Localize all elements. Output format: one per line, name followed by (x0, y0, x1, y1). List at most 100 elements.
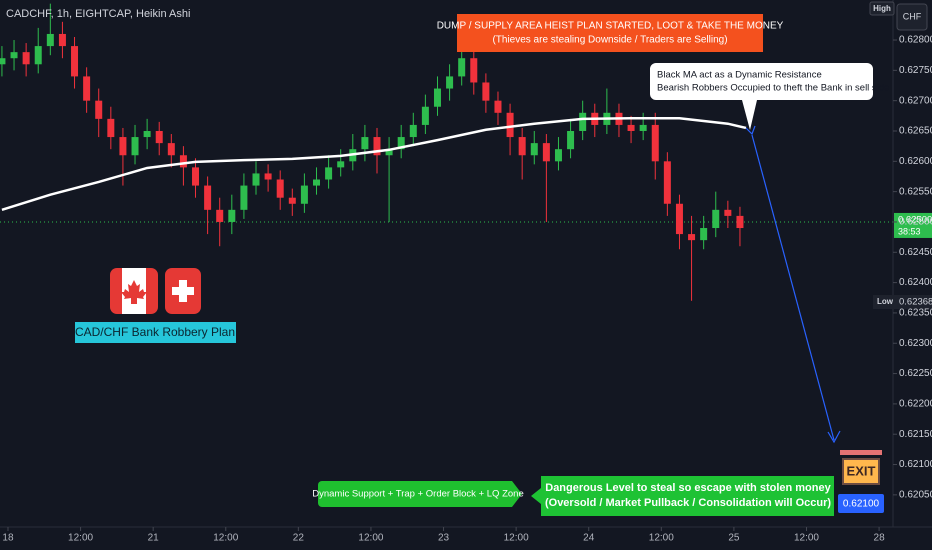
x-tick-label: 18 (2, 533, 14, 544)
candle-body (119, 137, 127, 156)
y-tick-label: 0.62400 (899, 277, 932, 288)
candle-body (482, 82, 490, 101)
chart-title: CADCHF, 1h, EIGHTCAP, Heikin Ashi (6, 8, 190, 20)
x-tick-label: 12:00 (504, 533, 529, 544)
x-tick-label: 28 (874, 533, 886, 544)
plan-label-box (75, 322, 236, 343)
candle-body (143, 130, 151, 138)
ma-note-text: Black MA act as a Dynamic Resistance (657, 70, 822, 81)
support-zone-box (318, 481, 522, 507)
candle-body (155, 130, 163, 144)
candle-body (167, 143, 175, 156)
candle-body (712, 209, 720, 229)
low-price-label: 0.62368 (899, 297, 932, 308)
danger-box (531, 476, 834, 516)
swiss-cross-h (172, 287, 194, 295)
supply-box (457, 14, 763, 52)
candle-body (204, 185, 212, 210)
high-tag: High (873, 4, 891, 13)
y-tick-label: 0.62050 (899, 489, 932, 500)
last-price-box (894, 212, 932, 238)
candle-body (494, 100, 502, 113)
supply-text: DUMP / SUPPLY AREA HEIST PLAN STARTED, L… (437, 21, 784, 32)
candle-body (700, 228, 708, 241)
currency: CHF (903, 11, 922, 21)
exit-sign (842, 458, 880, 485)
candle-body (397, 137, 405, 150)
y-tick-label: 0.62800 (899, 35, 932, 46)
candle-body (675, 203, 683, 235)
plot-area (0, 3, 893, 301)
candle-body (325, 167, 333, 180)
exit-price-box (838, 494, 884, 513)
candle-body (95, 100, 103, 119)
x-tick-label: 12:00 (794, 533, 819, 544)
candle-body (639, 124, 647, 131)
candle-body (446, 76, 454, 89)
candle-body (313, 179, 321, 186)
x-tick-label: 24 (583, 533, 595, 544)
high-tag-box (869, 1, 895, 16)
y-tick-label: 0.62300 (899, 338, 932, 349)
danger-text: Dangerous Level to steal so escape with … (545, 482, 831, 494)
candle-body (663, 161, 671, 204)
low-tag-box (873, 295, 932, 310)
candle-body (276, 179, 284, 198)
candle-body (240, 185, 248, 210)
candle-body (458, 58, 466, 77)
x-tick-label: 12:00 (649, 533, 674, 544)
x-tick-label: 12:00 (213, 533, 238, 544)
exit-price-label: 0.62100 (843, 499, 880, 510)
candle-body (58, 33, 66, 47)
candle-body (337, 161, 345, 168)
y-tick-label: 0.62650 (899, 126, 932, 137)
candle-body (651, 124, 659, 162)
y-tick-label: 0.62250 (899, 368, 932, 379)
candle-body (421, 106, 429, 125)
candle-body (433, 88, 441, 107)
exit-sign-bar (840, 450, 882, 455)
maple-leaf (121, 280, 147, 304)
supply-text: (Thieves are stealing Downside / Traders… (492, 35, 727, 46)
low-tag: Low (877, 297, 894, 306)
plan-label: CAD/CHF Bank Robbery Plan (75, 325, 235, 339)
candle-body (373, 137, 381, 156)
exit-sign-text: EXIT (847, 463, 876, 478)
x-tick-label: 12:00 (68, 533, 93, 544)
x-tick-label: 12:00 (358, 533, 383, 544)
candle-body (71, 46, 79, 77)
candle-body (736, 215, 744, 229)
x-tick-label: 22 (293, 533, 305, 544)
candle-body (22, 52, 30, 65)
candle-body (579, 112, 587, 131)
candle-body (409, 124, 417, 138)
y-tick-label: 0.62750 (899, 65, 932, 76)
candle-body (264, 173, 272, 180)
candle-body (192, 167, 200, 186)
candle-body (554, 149, 562, 162)
moving-average (1, 117, 747, 212)
y-tick-label: 0.62200 (899, 399, 932, 410)
candle-body (216, 209, 224, 222)
candle-body (567, 130, 575, 150)
y-tick-label: 0.62700 (899, 95, 932, 106)
y-tick-label: 0.62500 (899, 217, 932, 228)
candle-body (506, 112, 514, 138)
candle-body (131, 137, 139, 156)
target-arrow (751, 134, 835, 441)
currency-button[interactable] (896, 3, 928, 31)
y-tick-label: 0.62600 (899, 156, 932, 167)
x-tick-label: 25 (728, 533, 740, 544)
candle-body (530, 143, 538, 156)
ma-note-text: Bearish Robbers Occupied to theft the Ba… (657, 83, 889, 94)
danger-text: (Oversold / Market Pullback / Consolidat… (545, 497, 831, 509)
candle-body (252, 173, 260, 186)
y-tick-label: 0.62150 (899, 429, 932, 440)
candle-body (300, 185, 308, 204)
x-tick-label: 23 (438, 533, 450, 544)
candle-body (228, 209, 236, 222)
x-tick-label: 21 (148, 533, 160, 544)
